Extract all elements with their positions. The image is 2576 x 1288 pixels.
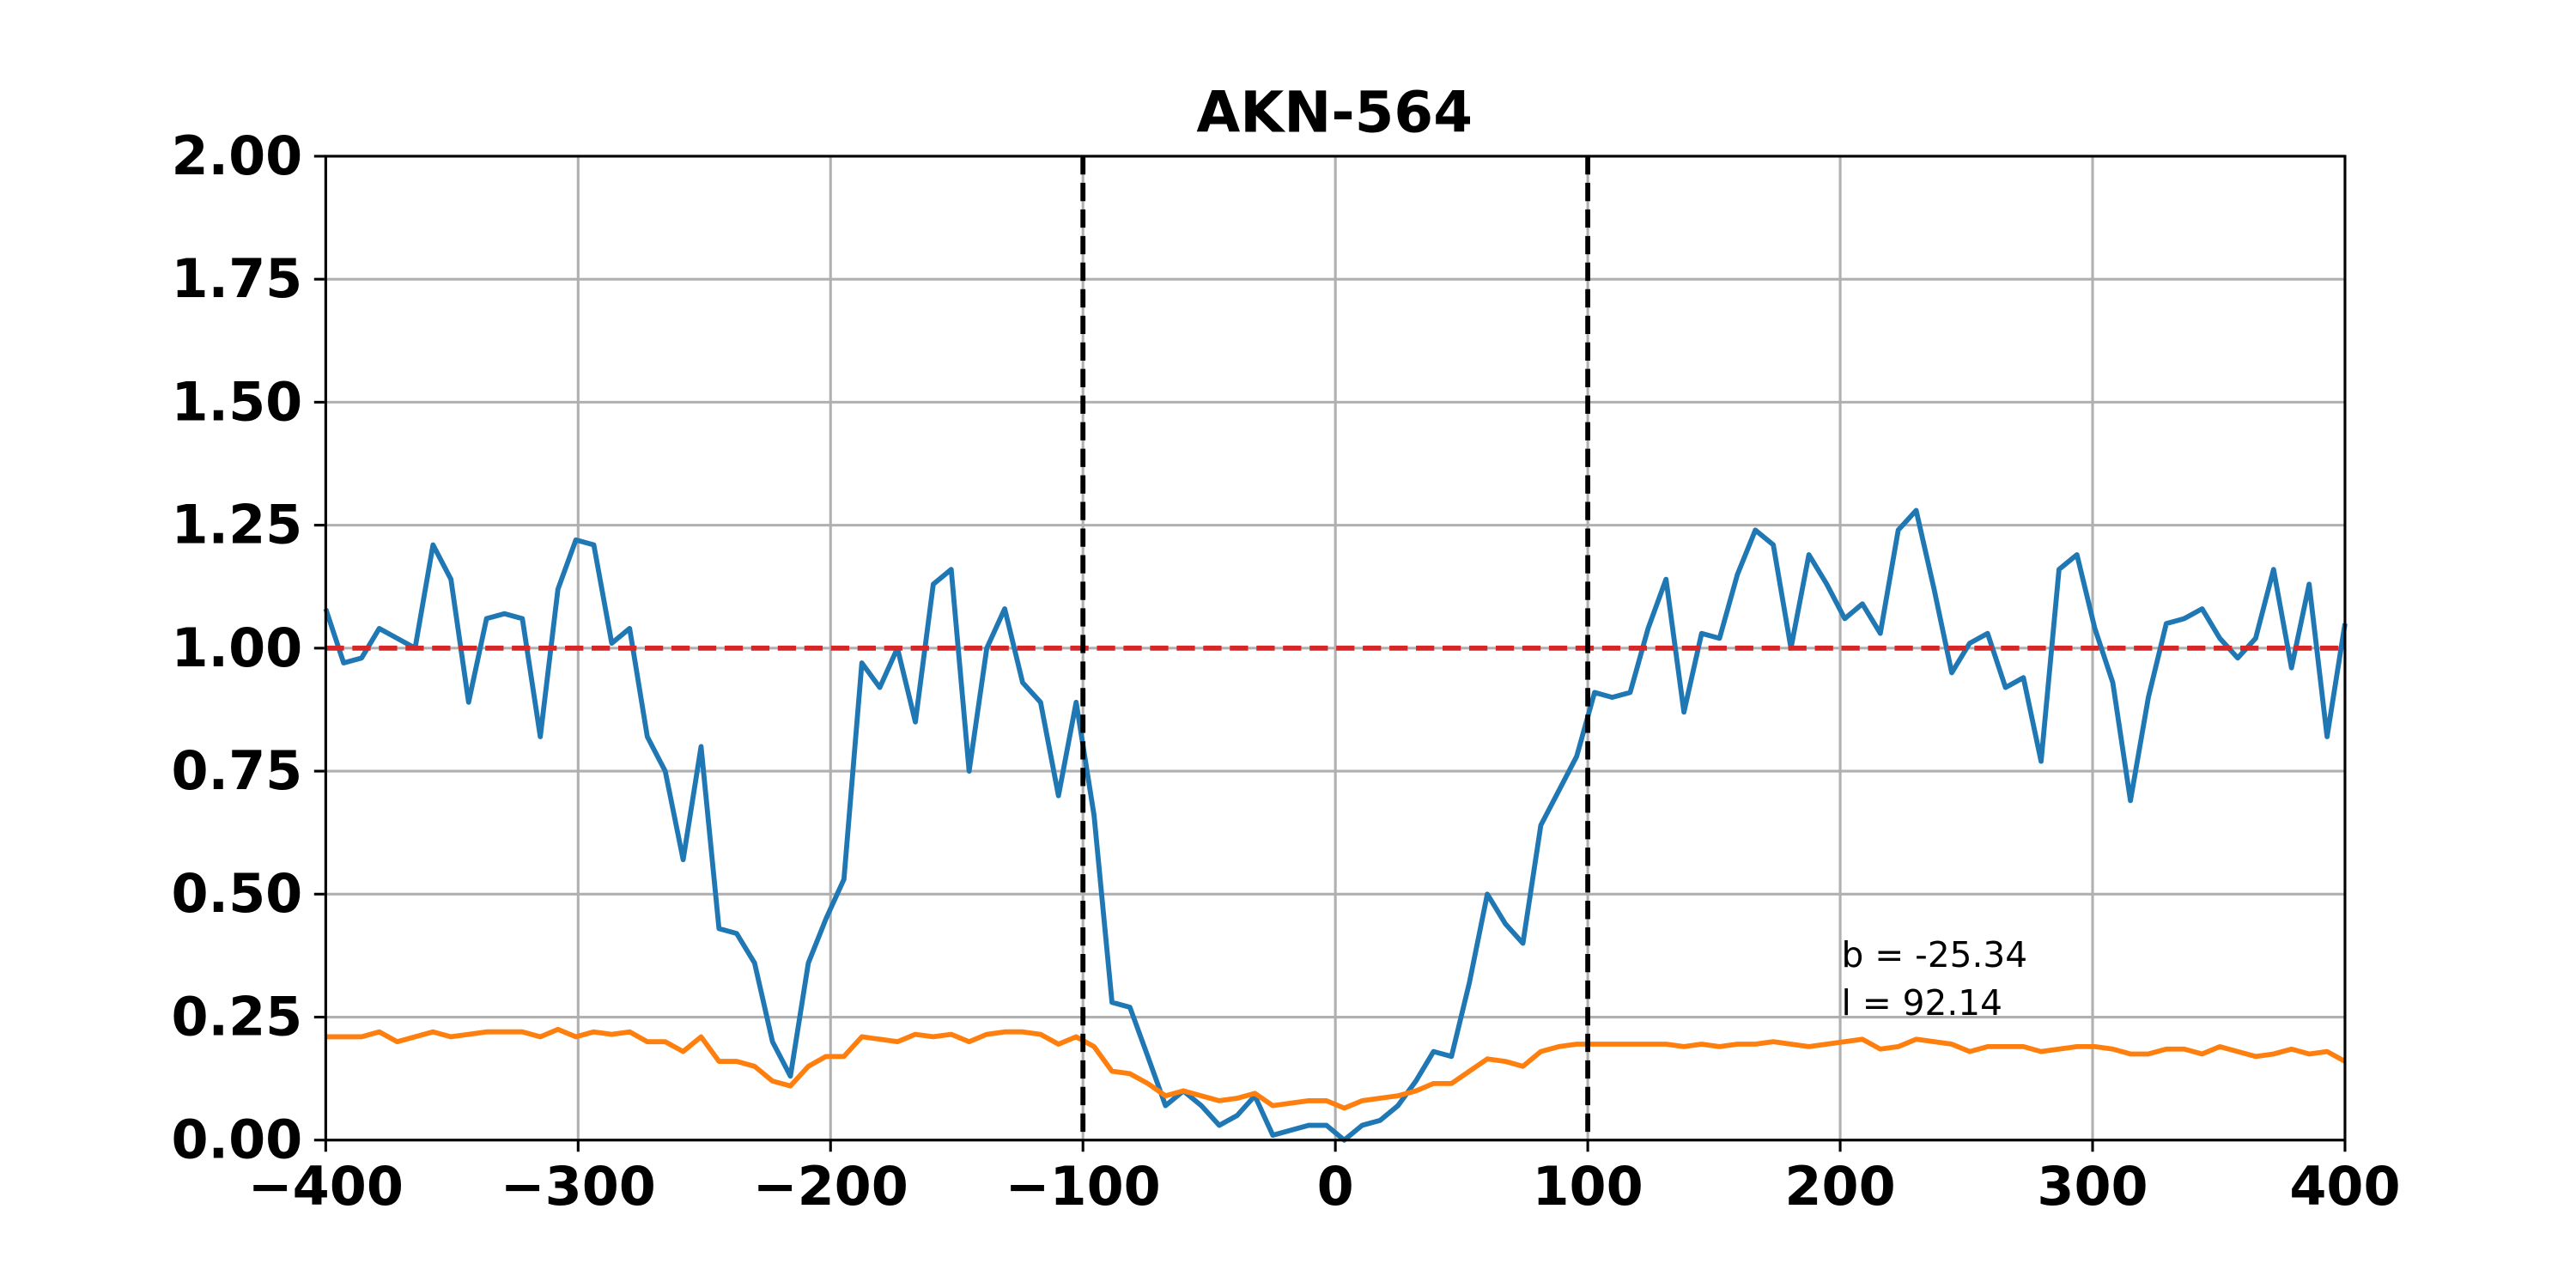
x-tick-label: −400 bbox=[248, 1156, 404, 1218]
x-tick-label: 100 bbox=[1532, 1156, 1643, 1218]
y-tick-label: 1.75 bbox=[171, 248, 302, 310]
y-tick-label: 0.75 bbox=[171, 740, 302, 802]
plot-frame bbox=[324, 155, 2347, 1142]
x-tick-label: −200 bbox=[753, 1156, 908, 1218]
x-tick-label: −100 bbox=[1005, 1156, 1161, 1218]
data-line bbox=[323, 507, 2348, 1143]
x-tick-label: 200 bbox=[1784, 1156, 1895, 1218]
x-tick-label: −300 bbox=[501, 1156, 656, 1218]
x-tick-label: 0 bbox=[1317, 1156, 1354, 1218]
chart-title: AKN-564 bbox=[1196, 80, 1473, 146]
y-tick-label: 1.50 bbox=[171, 371, 302, 433]
annotation: b = -25.34 bbox=[1842, 934, 2028, 975]
y-tick-label: 0.50 bbox=[171, 863, 302, 925]
y-tick-label: 1.25 bbox=[171, 495, 302, 556]
y-tick-label: 0.25 bbox=[171, 986, 302, 1048]
y-tick-label: 0.00 bbox=[171, 1109, 302, 1171]
y-tick-label: 1.00 bbox=[171, 617, 302, 679]
x-tick-label: 300 bbox=[2037, 1156, 2148, 1218]
y-tick-label: 2.00 bbox=[171, 125, 302, 187]
x-tick-label: 400 bbox=[2289, 1156, 2400, 1218]
data-line bbox=[325, 1026, 2347, 1111]
annotation: l = 92.14 bbox=[1842, 982, 2002, 1024]
